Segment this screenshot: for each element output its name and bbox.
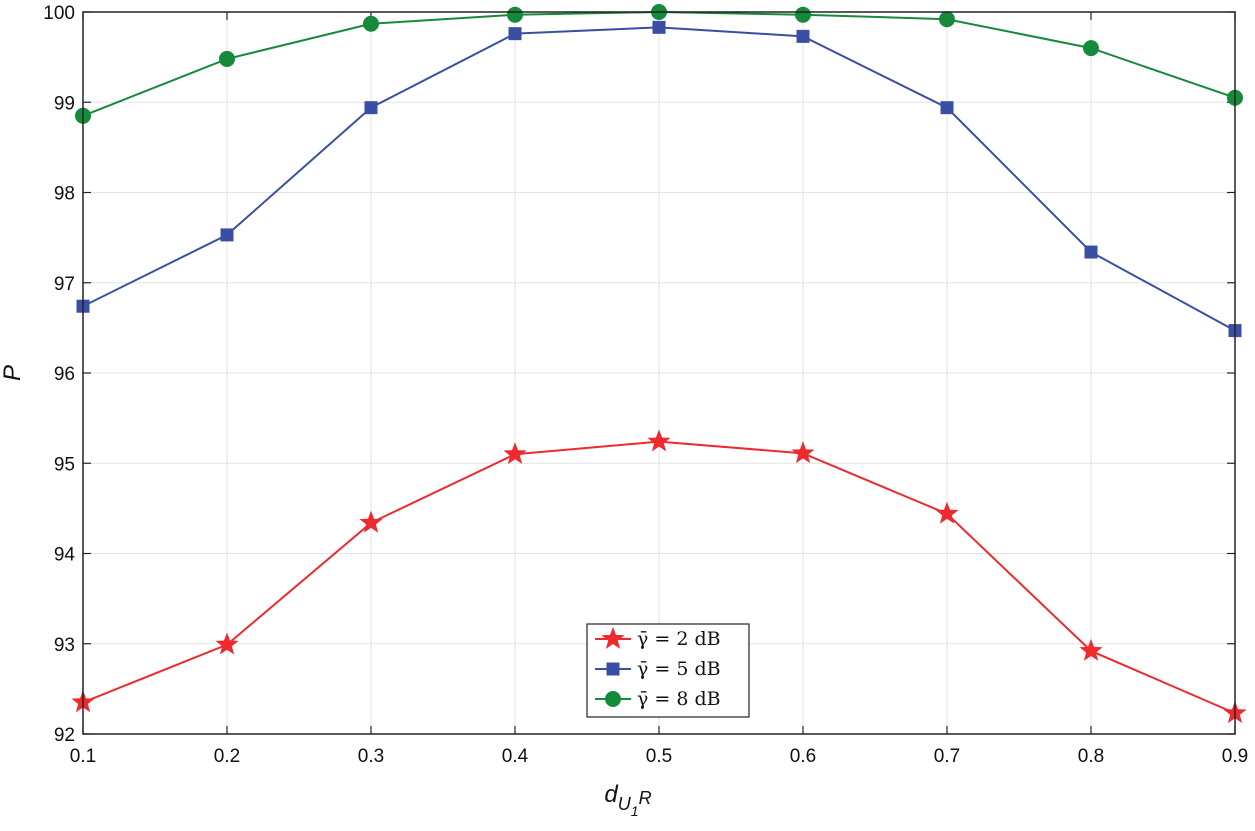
- data-point: [364, 101, 378, 115]
- x-tick-label: 0.3: [358, 746, 384, 767]
- data-point: [503, 442, 527, 465]
- data-point: [935, 501, 959, 524]
- data-point: [796, 29, 810, 43]
- legend-entry-label: γ̄ = 2 dB: [637, 628, 721, 650]
- y-tick-label: 96: [54, 364, 75, 385]
- x-axis-label-main: d: [604, 781, 618, 808]
- data-point: [220, 228, 234, 242]
- legend-entry-label: γ̄ = 8 dB: [637, 688, 721, 710]
- x-axis-label: dU1R: [604, 781, 651, 819]
- y-tick-label: 98: [54, 184, 75, 205]
- x-axis-label-sub2: R: [639, 788, 652, 808]
- x-tick-label: 0.1: [70, 746, 96, 767]
- data-point: [359, 510, 383, 533]
- y-axis-label: P: [0, 365, 26, 381]
- y-tick-label: 94: [54, 545, 76, 566]
- data-point: [219, 50, 235, 67]
- y-tick-label: 97: [54, 274, 75, 295]
- data-point: [1083, 40, 1099, 57]
- x-tick-label: 0.2: [214, 746, 240, 767]
- data-point: [1084, 245, 1098, 259]
- x-tick-label: 0.8: [1078, 746, 1104, 767]
- data-point: [939, 11, 955, 28]
- legend: γ̄ = 2 dB γ̄ = 5 dB γ̄ = 8 dB: [586, 623, 750, 718]
- y-tick-label: 100: [43, 3, 75, 24]
- data-point: [940, 101, 954, 115]
- data-point: [795, 6, 811, 23]
- y-axis-ticks: 92 93 94 95 96 97 98 99 100: [43, 3, 1235, 746]
- data-point: [215, 632, 239, 655]
- x-axis-label-sub: U: [618, 794, 632, 814]
- x-tick-label: 0.6: [790, 746, 816, 767]
- x-tick-label: 0.5: [646, 746, 672, 767]
- data-point: [508, 27, 522, 41]
- data-point: [363, 15, 379, 32]
- plot-frame: [82, 11, 1236, 735]
- legend-marker: [606, 662, 620, 676]
- series-square: [76, 20, 1242, 338]
- y-tick-label: 93: [54, 635, 75, 656]
- x-axis-label-subsub: 1: [631, 803, 639, 819]
- y-tick-label: 99: [54, 93, 75, 114]
- x-tick-label: 0.4: [502, 746, 529, 767]
- data-point: [791, 441, 815, 464]
- y-tick-label: 92: [54, 725, 75, 746]
- data-point: [507, 6, 523, 23]
- y-tick-label: 95: [54, 454, 75, 475]
- data-point: [1079, 638, 1103, 661]
- data-point: [647, 429, 671, 452]
- legend-marker: [605, 691, 621, 707]
- series-group: [71, 4, 1247, 724]
- legend-marker: [601, 626, 625, 649]
- x-tick-label: 0.7: [934, 746, 960, 767]
- x-tick-label: 0.9: [1222, 746, 1248, 767]
- legend-entry-label: γ̄ = 5 dB: [637, 658, 721, 680]
- data-point: [652, 20, 666, 34]
